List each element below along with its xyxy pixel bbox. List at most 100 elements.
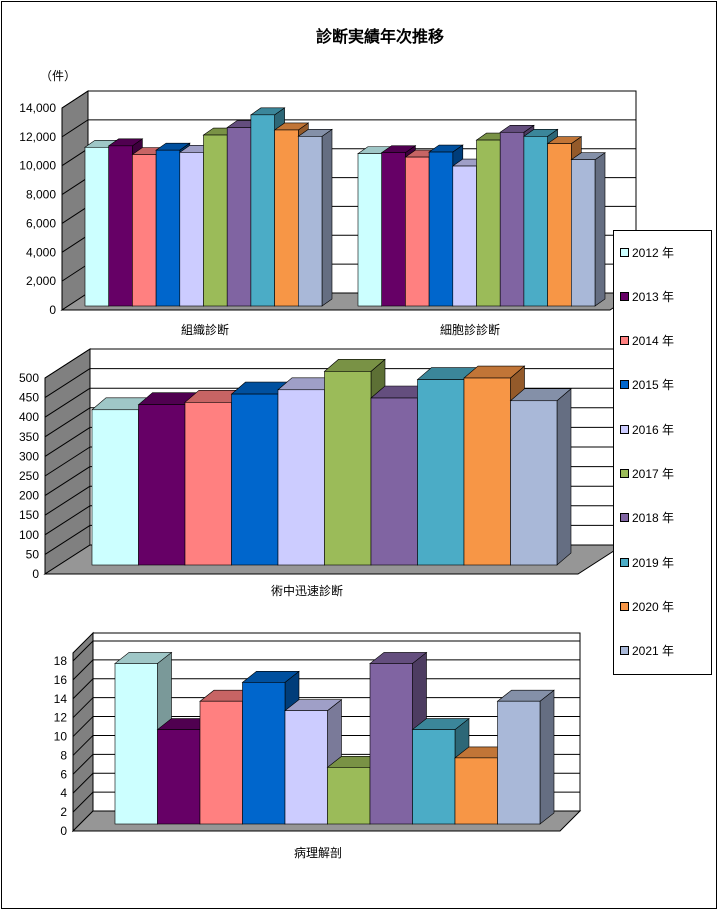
bar-front <box>510 400 558 566</box>
legend-item: 2020 年 <box>620 598 674 614</box>
legend-label: 2021 年 <box>632 644 675 659</box>
y-tick-label: 12,000 <box>19 130 56 144</box>
chart-3: 0 2 4 6 8 10 12 14 16 18 病理解剖 <box>54 631 582 860</box>
chart-title: 診断実績年次推移 <box>316 27 444 46</box>
gridline-side <box>44 348 91 379</box>
legend-label: 2017 年 <box>632 467 675 481</box>
bar-front <box>417 379 465 566</box>
legend-label: 2014 年 <box>632 334 675 349</box>
bar-front <box>231 393 279 566</box>
bar-front <box>155 149 181 307</box>
gridline-side <box>44 485 91 516</box>
gridline-side <box>44 407 91 438</box>
category-label: 組織診断 <box>181 322 229 337</box>
y-tick-label: 50 <box>26 547 40 561</box>
legend-item: 2013 年 <box>620 288 674 304</box>
legend-swatch <box>620 513 629 523</box>
legend-swatch <box>620 601 629 611</box>
y-tick-label: 2,000 <box>26 274 56 288</box>
bar-side <box>321 128 333 307</box>
y-tick-label: 250 <box>19 469 39 483</box>
gridline-side <box>72 640 94 662</box>
legend-item: 2017 年 <box>620 466 674 482</box>
bar-front <box>226 127 252 307</box>
bar <box>297 128 333 307</box>
bar-front <box>138 404 186 566</box>
gridline-side <box>44 387 91 418</box>
category-label: 術中迅速診断 <box>271 583 343 598</box>
legend-label: 2016 年 <box>632 422 675 437</box>
gridline-side <box>61 177 89 195</box>
bar <box>570 152 606 307</box>
y-tick-label: 150 <box>19 508 39 522</box>
y-tick-label: 8,000 <box>26 188 56 202</box>
gridline-side <box>44 466 91 497</box>
y-tick-label: 350 <box>19 430 39 444</box>
bar-front <box>179 152 204 307</box>
bar <box>496 689 555 825</box>
gridline-side <box>61 206 89 224</box>
y-tick-label: 10 <box>54 730 68 744</box>
gridline-side <box>44 426 91 457</box>
gridline-side <box>44 524 91 555</box>
y-tick-label: 12 <box>54 711 68 725</box>
y-tick-label: 14 <box>54 692 68 706</box>
legend-swatch <box>620 380 629 390</box>
y-tick-label: 4,000 <box>26 245 56 259</box>
legend-swatch <box>620 336 629 346</box>
legend-label: 2012 年 <box>632 245 675 260</box>
legend-item: 2014 年 <box>620 333 674 349</box>
gridline-side <box>61 234 89 253</box>
bar-front <box>274 129 299 307</box>
bar-front <box>242 682 286 825</box>
y-tick-label: 18 <box>54 654 68 668</box>
y-tick-label: 8 <box>60 748 67 762</box>
bar-front <box>357 153 383 307</box>
bar-front <box>412 729 456 825</box>
gridline-side <box>61 119 89 138</box>
legend-label: 2018 年 <box>632 511 675 526</box>
bar-front <box>369 663 413 825</box>
gridline-side <box>72 735 94 756</box>
side-wall <box>61 90 89 311</box>
legend-label: 2019 年 <box>632 555 675 570</box>
y-tick-label: 10,000 <box>19 159 56 173</box>
legend: 2012 年 2013 年 2014 年 2015 年 2016 年 2017 年 2018… <box>613 230 712 675</box>
bar-front <box>476 139 501 307</box>
gridline-side <box>72 716 94 737</box>
bar-front <box>297 136 323 307</box>
bar-side <box>556 388 572 566</box>
y-tick-label: 6 <box>60 767 67 781</box>
gridline-side <box>72 772 94 794</box>
legend-item: 2019 年 <box>620 554 674 570</box>
bar-front <box>497 700 541 825</box>
bar-front <box>132 154 157 307</box>
bar-front <box>203 134 228 307</box>
bar <box>463 365 526 566</box>
bar-front <box>454 757 498 825</box>
y-tick-label: 0 <box>49 303 56 317</box>
legend-label: 2020 年 <box>632 599 675 614</box>
bar-front <box>184 402 232 566</box>
legend-item: 2015 年 <box>620 377 674 393</box>
legend-label: 2015 年 <box>632 378 675 393</box>
gridline-side <box>72 753 94 775</box>
bar-front <box>157 729 201 825</box>
legend-swatch <box>620 424 629 434</box>
y-tick-label: 16 <box>54 673 68 687</box>
bar-side <box>594 152 606 307</box>
legend-swatch <box>620 557 629 567</box>
gridline-side <box>61 263 89 282</box>
legend-swatch <box>620 247 629 257</box>
bar-front <box>91 409 139 566</box>
y-tick-label: 0 <box>60 824 67 838</box>
bar-front <box>452 165 477 307</box>
bar-front <box>277 389 325 566</box>
y-tick-label: 4 <box>60 786 67 800</box>
legend-swatch <box>620 469 629 478</box>
bar-front <box>108 145 133 307</box>
legend-label: 2013 年 <box>632 289 675 304</box>
bar <box>509 388 572 566</box>
bar-front <box>570 159 596 307</box>
